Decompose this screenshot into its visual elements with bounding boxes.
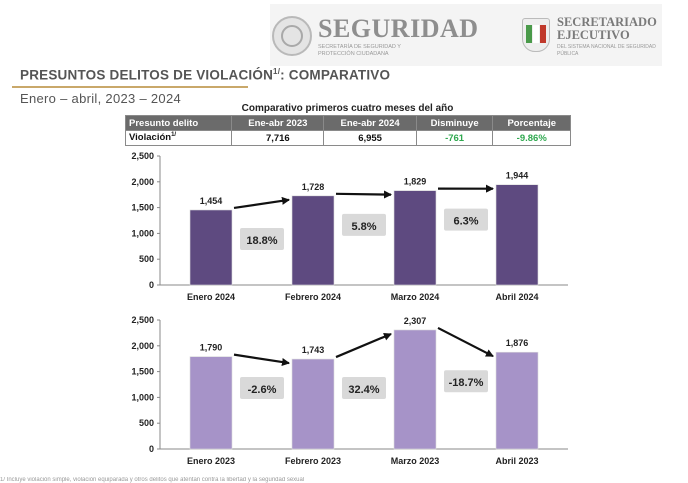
- title-rule: [12, 86, 248, 88]
- change-box: [342, 377, 386, 400]
- change-box: [444, 208, 488, 231]
- data-label: 1,743: [302, 345, 325, 355]
- category-label: Marzo 2023: [391, 456, 440, 466]
- cell-porcentaje: -9.86%: [492, 130, 571, 146]
- change-arrow: [335, 332, 392, 359]
- y-tick-label: 0: [149, 444, 154, 454]
- y-tick-label: 500: [139, 254, 154, 264]
- table-header-cell: Disminuye: [415, 115, 494, 131]
- y-tick-label: 1,000: [131, 228, 154, 238]
- bar: [291, 358, 335, 450]
- cell-ene-abr-2024: 6,955: [323, 130, 417, 146]
- category-label: Abril 2023: [495, 456, 538, 466]
- change-arrow: [437, 326, 494, 358]
- table-header-cell: Porcentaje: [492, 115, 571, 131]
- data-label: 2,307: [404, 316, 427, 326]
- row-label: Violación1/: [124, 130, 233, 146]
- change-label: -2.6%: [248, 384, 277, 396]
- data-label: 1,728: [302, 182, 325, 192]
- y-tick-label: 1,500: [131, 203, 154, 213]
- header-band: [270, 4, 662, 66]
- change-label: -18.7%: [449, 377, 484, 389]
- y-tick-label: 2,500: [131, 151, 154, 161]
- category-label: Enero 2024: [187, 292, 235, 302]
- chart-2024-svg: 0 500 1,000 1,500 2,000 2,500 1,454 Enero 2024 1…: [131, 151, 568, 302]
- chart-2024: 0 500 1,000 1,500 2,000 2,500 1,454 Enero 2024 1…: [120, 148, 580, 308]
- change-box: [240, 227, 284, 250]
- national-seal-icon: [272, 16, 312, 56]
- cell-disminuye: -761: [415, 130, 494, 146]
- footnote: 1/ Incluye violación simple, violación e…: [0, 477, 305, 483]
- table-header-row: Presunto delito Ene-abr 2023 Ene-abr 202…: [124, 115, 571, 131]
- category-label: Abril 2024: [495, 292, 538, 302]
- change-box: [444, 370, 488, 393]
- bar: [189, 209, 233, 286]
- change-label: 32.4%: [348, 384, 379, 396]
- sesnsp-shield-icon: [522, 18, 550, 52]
- page-title: PRESUNTOS DELITOS DE VIOLACIÓN1/: COMPAR…: [20, 67, 391, 83]
- data-label: 1,876: [506, 338, 529, 348]
- bar: [495, 184, 539, 286]
- y-tick-label: 1,500: [131, 367, 154, 377]
- secretariado-subtitle: Del Sistema Nacional de Seguridad Públic…: [557, 44, 656, 57]
- table-header-cell: Ene-abr 2024: [323, 115, 417, 131]
- bar: [291, 195, 335, 286]
- change-box: [240, 377, 284, 400]
- y-tick-label: 1,000: [131, 392, 154, 402]
- y-tick-label: 500: [139, 418, 154, 428]
- change-label: 5.8%: [351, 221, 376, 233]
- category-label: Febrero 2023: [285, 456, 341, 466]
- data-label: 1,829: [404, 177, 427, 187]
- category-label: Marzo 2024: [391, 292, 440, 302]
- change-label: 6.3%: [453, 216, 478, 228]
- change-arrow: [233, 353, 290, 366]
- data-label: 1,790: [200, 343, 223, 353]
- y-tick-label: 0: [149, 280, 154, 290]
- data-label: 1,454: [200, 196, 223, 206]
- logo-title: SEGURIDAD: [318, 14, 479, 43]
- logo-subtitle: Secretaría de Seguridad y Protección Ciu…: [318, 44, 401, 57]
- bar: [393, 190, 437, 286]
- y-tick-label: 2,000: [131, 177, 154, 187]
- category-label: Enero 2023: [187, 456, 235, 466]
- comparison-table: Presunto delito Ene-abr 2023 Ene-abr 202…: [124, 115, 571, 146]
- cell-ene-abr-2023: 7,716: [231, 130, 325, 146]
- change-arrow: [335, 190, 392, 199]
- data-label: 1,944: [506, 171, 529, 181]
- table-row: Violación1/ 7,716 6,955 -761 -9.86%: [124, 130, 571, 146]
- bar: [495, 351, 539, 450]
- chart-2023-svg: 0 500 1,000 1,500 2,000 2,500 1,790 Enero 2023 1…: [131, 315, 568, 466]
- y-tick-label: 2,500: [131, 315, 154, 325]
- bar: [393, 329, 437, 450]
- bar: [189, 356, 233, 450]
- chart-2023: 0 500 1,000 1,500 2,000 2,500 1,790 Enero 2023 1…: [120, 312, 580, 472]
- secretariado-title: SECRETARIADO EJECUTIVO: [557, 15, 657, 42]
- change-arrow: [233, 196, 290, 210]
- y-tick-label: 2,000: [131, 341, 154, 351]
- page-subtitle: Enero – abril, 2023 – 2024: [20, 91, 182, 106]
- table-header-cell: Ene-abr 2023: [231, 115, 325, 131]
- category-label: Febrero 2024: [285, 292, 341, 302]
- change-label: 18.8%: [246, 235, 277, 247]
- change-box: [342, 213, 386, 236]
- table-caption: Comparativo primeros cuatro meses del añ…: [241, 103, 454, 114]
- table-header-cell: Presunto delito: [124, 115, 233, 131]
